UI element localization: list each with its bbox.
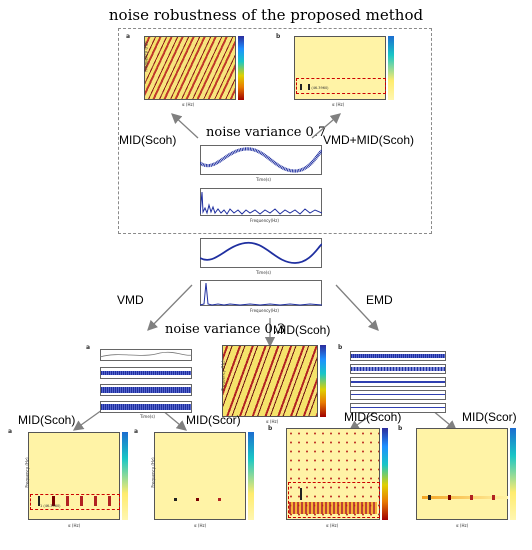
- signal-time-plot-noise-0.7: Time(s): [186, 145, 326, 185]
- panel-letter: b: [338, 344, 343, 351]
- peak-annotation: 1 (46.3960): [40, 504, 61, 508]
- panel-letter: a: [126, 33, 131, 40]
- label-mid-scoh-middle: MID(Scoh): [273, 323, 331, 337]
- x-axis-label: Frequency(Hz): [250, 218, 279, 223]
- x-axis-label: α (Hz): [266, 419, 279, 424]
- vmd-modes-panel: a Time(s): [86, 344, 196, 419]
- label-mid-scoh-top: MID(Scoh): [119, 133, 177, 147]
- y-axis-label: Frequency (Hz): [24, 457, 30, 488]
- panel-letter: b: [268, 425, 273, 432]
- x-axis-label: Time(s): [256, 270, 271, 275]
- x-axis-label: α (Hz): [194, 523, 207, 528]
- heatmap-top-right: b 1 (46.3960) α (Hz): [276, 33, 402, 108]
- x-axis-label: α (Hz): [182, 102, 195, 107]
- peak-annotation: 1 (46.3960): [308, 86, 329, 90]
- signal-time-plot-noise-0.3: Time(s): [186, 238, 326, 278]
- x-axis-label: Time(s): [256, 177, 271, 182]
- x-axis-label: α (Hz): [68, 523, 81, 528]
- heatmap-bottom-4: b α (Hz): [398, 425, 526, 532]
- panel-letter: b: [276, 33, 281, 40]
- panel-letter: a: [134, 428, 139, 435]
- label-mid-scor-bottom-left: MID(Scor): [186, 413, 241, 427]
- emd-imfs-panel: b: [338, 344, 450, 419]
- heatmap-top-left: a Frequency (Hz) α (Hz): [126, 33, 252, 108]
- x-axis-label: Time(s): [140, 414, 155, 419]
- label-mid-scoh-bottom-left: MID(Scoh): [18, 413, 76, 427]
- label-noise-variance-0.3: noise variance 0.3: [165, 322, 286, 337]
- noise-0.7-group-box: [118, 28, 432, 234]
- label-vmd-mid-scoh: VMD+MID(Scoh): [323, 133, 415, 147]
- figure-title: noise robustness of the proposed method: [108, 6, 424, 24]
- label-noise-variance-0.7: noise variance 0.7: [206, 125, 327, 140]
- panel-letter: b: [398, 425, 403, 432]
- label-vmd: VMD: [117, 293, 144, 307]
- heatmap-middle: Frequency (Hz) α (Hz): [210, 343, 334, 425]
- y-axis-label: Frequency (Hz): [220, 360, 226, 391]
- heatmap-bottom-2: a Frequency (Hz) α (Hz): [134, 428, 262, 532]
- signal-spectrum-noise-0.3: Frequency(Hz): [186, 280, 326, 316]
- x-axis-label: α (Hz): [456, 523, 469, 528]
- x-axis-label: Frequency(Hz): [250, 308, 279, 313]
- signal-spectrum-noise-0.7: Frequency(Hz): [186, 188, 326, 226]
- x-axis-label: α (Hz): [326, 523, 339, 528]
- label-mid-scor-bottom-right: MID(Scor): [462, 410, 517, 424]
- heatmap-bottom-3: b α (Hz): [268, 425, 396, 532]
- x-axis-label: α (Hz): [332, 102, 345, 107]
- panel-letter: a: [86, 344, 91, 351]
- label-mid-scoh-bottom-right: MID(Scoh): [344, 410, 402, 424]
- label-emd: EMD: [366, 293, 393, 307]
- heatmap-bottom-1: a 1 (46.3960) Frequency (Hz) α (Hz): [8, 428, 136, 532]
- panel-letter: a: [8, 428, 13, 435]
- y-axis-label: Frequency (Hz): [150, 457, 156, 488]
